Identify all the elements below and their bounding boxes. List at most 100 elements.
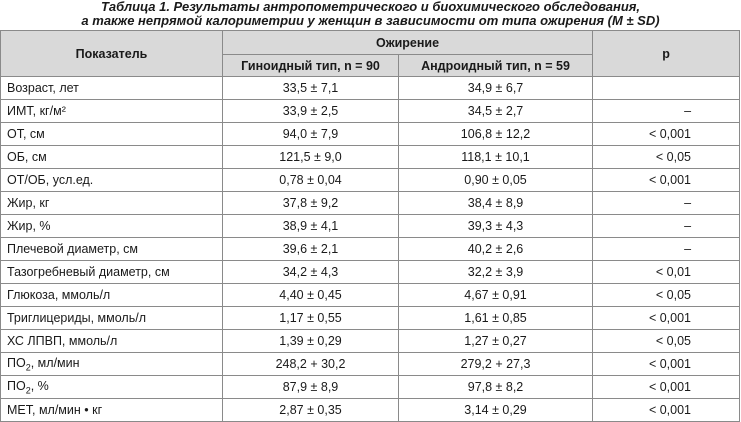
indicator-subscript: 2 <box>25 385 31 396</box>
gynoid-value: 1,17 ± 0,55 <box>222 306 399 330</box>
gynoid-value: 34,2 ± 4,3 <box>222 260 399 284</box>
gynoid-value: 38,9 ± 4,1 <box>222 214 399 238</box>
row-indicator: ПО2, % <box>0 375 223 399</box>
p-value: < 0,001 <box>592 375 741 399</box>
p-value: < 0,05 <box>592 329 741 353</box>
row-indicator: Плечевой диаметр, см <box>0 237 223 261</box>
p-value: < 0,001 <box>592 398 741 422</box>
indicator-text: МЕТ, мл/мин • кг <box>7 403 103 417</box>
gynoid-value: 121,5 ± 9,0 <box>222 145 399 169</box>
indicator-unit: , % <box>30 378 49 393</box>
gynoid-value: 33,9 ± 2,5 <box>222 99 399 123</box>
row-indicator: ОТ, см <box>0 122 223 146</box>
android-value: 38,4 ± 8,9 <box>397 191 594 215</box>
p-value <box>592 76 741 100</box>
p-value: < 0,001 <box>592 306 741 330</box>
caption-line-1: Таблица 1. Результаты антропометрическог… <box>100 0 641 14</box>
p-value: – <box>592 191 741 215</box>
table-row: Плечевой диаметр, см 39,6 ± 2,1 40,2 ± 2,6… <box>0 237 741 261</box>
indicator-text: ПО <box>7 355 26 370</box>
header-obesity: Ожирение <box>221 30 594 55</box>
p-value: < 0,05 <box>592 283 741 307</box>
gynoid-value: 39,6 ± 2,1 <box>222 237 399 261</box>
table-row: ХС ЛПВП, ммоль/л 1,39 ± 0,29 1,27 ± 0,27 < … <box>0 329 741 353</box>
header-gynoid: Гиноидный тип, n = 90 <box>222 54 399 77</box>
table-row: ПО2, % 87,9 ± 8,9 97,8 ± 8,2 < 0,001 <box>0 375 741 399</box>
caption-line-2: а также непрямой калориметрии у женщин в… <box>81 13 660 28</box>
p-value: < 0,001 <box>592 352 741 376</box>
p-value: < 0,001 <box>592 122 741 146</box>
android-value: 1,61 ± 0,85 <box>397 306 594 330</box>
results-table: Показатель Ожирение р Гиноидный тип, n =… <box>0 30 741 422</box>
table-row: ОБ, см 121,5 ± 9,0 118,1 ± 10,1 < 0,05 <box>0 145 741 169</box>
indicator-text: ХС ЛПВП, ммоль/л <box>7 334 118 348</box>
header-p: р <box>592 30 741 77</box>
android-value: 106,8 ± 12,2 <box>397 122 594 146</box>
table-row: Жир, кг 37,8 ± 9,2 38,4 ± 8,9– <box>0 191 741 215</box>
android-value: 32,2 ± 3,9 <box>397 260 594 284</box>
indicator-text: Глюкоза, ммоль/л <box>7 288 111 302</box>
android-value: 0,90 ± 0,05 <box>397 168 594 192</box>
indicator-text: ПО <box>7 378 26 393</box>
table-row: ИМТ, кг/м² 33,9 ± 2,5 34,5 ± 2,7– <box>0 99 741 123</box>
indicator-unit: , мл/мин <box>30 355 80 370</box>
row-indicator: ОТ/ОБ, усл.ед. <box>0 168 223 192</box>
gynoid-value: 248,2 + 30,2 <box>222 352 399 376</box>
android-value: 34,9 ± 6,7 <box>397 76 594 100</box>
gynoid-value: 94,0 ± 7,9 <box>222 122 399 146</box>
table-row: ОТ/ОБ, усл.ед. 0,78 ± 0,04 0,90 ± 0,05 < 0,… <box>0 168 741 192</box>
indicator-text: Плечевой диаметр, см <box>7 242 139 256</box>
table-row: ПО2, мл/мин 248,2 + 30,2 279,2 + 27,3 < 0,0… <box>0 352 741 376</box>
row-indicator: Возраст, лет <box>0 76 223 100</box>
table-row: Триглицериды, ммоль/л 1,17 ± 0,55 1,61 ± 0… <box>0 306 741 330</box>
indicator-text: Тазогребневый диаметр, см <box>7 265 170 279</box>
gynoid-value: 1,39 ± 0,29 <box>222 329 399 353</box>
row-indicator: ОБ, см <box>0 145 223 169</box>
indicator-text: Возраст, лет <box>7 81 79 95</box>
row-indicator: МЕТ, мл/мин • кг <box>0 398 223 422</box>
indicator-text: ИМТ, кг/м² <box>7 104 66 118</box>
android-value: 1,27 ± 0,27 <box>397 329 594 353</box>
row-indicator: ХС ЛПВП, ммоль/л <box>0 329 223 353</box>
table-row: ОТ, см 94,0 ± 7,9 106,8 ± 12,2 < 0,001 <box>0 122 741 146</box>
header-indicator: Показатель <box>0 30 223 77</box>
indicator-text: ОТ/ОБ, усл.ед. <box>7 173 94 187</box>
indicator-text: Жир, % <box>7 219 51 233</box>
table-row: Глюкоза, ммоль/л 4,40 ± 0,45 4,67 ± 0,91 < … <box>0 283 741 307</box>
p-value: < 0,001 <box>592 168 741 192</box>
gynoid-value: 87,9 ± 8,9 <box>222 375 399 399</box>
table-caption: Таблица 1. Результаты антропометрическог… <box>0 0 741 28</box>
gynoid-value: 4,40 ± 0,45 <box>222 283 399 307</box>
gynoid-value: 2,87 ± 0,35 <box>222 398 399 422</box>
row-indicator: Жир, % <box>0 214 223 238</box>
android-value: 97,8 ± 8,2 <box>397 375 594 399</box>
table-row: Жир, % 38,9 ± 4,1 39,3 ± 4,3– <box>0 214 741 238</box>
android-value: 118,1 ± 10,1 <box>397 145 594 169</box>
android-value: 279,2 + 27,3 <box>397 352 594 376</box>
table-row: Тазогребневый диаметр, см 34,2 ± 4,3 32,2 … <box>0 260 741 284</box>
android-value: 39,3 ± 4,3 <box>397 214 594 238</box>
android-value: 4,67 ± 0,91 <box>397 283 594 307</box>
p-value: < 0,01 <box>592 260 741 284</box>
android-value: 40,2 ± 2,6 <box>397 237 594 261</box>
p-value: – <box>592 99 741 123</box>
table-row: МЕТ, мл/мин • кг 2,87 ± 0,35 3,14 ± 0,29 < … <box>0 398 741 422</box>
header-row-2: Гиноидный тип, n = 90 Андроидный тип, n … <box>1 54 740 77</box>
indicator-text: ОБ, см <box>7 150 47 164</box>
gynoid-value: 37,8 ± 9,2 <box>222 191 399 215</box>
indicator-text: Жир, кг <box>7 196 50 210</box>
row-indicator: ПО2, мл/мин <box>0 352 223 376</box>
p-value: < 0,05 <box>592 145 741 169</box>
table-body: Возраст, лет 33,5 ± 7,1 34,9 ± 6,7 ИМТ, кг/… <box>0 76 741 422</box>
gynoid-value: 33,5 ± 7,1 <box>222 76 399 100</box>
row-indicator: ИМТ, кг/м² <box>0 99 223 123</box>
row-indicator: Глюкоза, ммоль/л <box>0 283 223 307</box>
indicator-text: ОТ, см <box>7 127 45 141</box>
p-value: – <box>592 214 741 238</box>
indicator-subscript: 2 <box>25 362 31 373</box>
android-value: 34,5 ± 2,7 <box>397 99 594 123</box>
gynoid-value: 0,78 ± 0,04 <box>222 168 399 192</box>
table-row: Возраст, лет 33,5 ± 7,1 34,9 ± 6,7 <box>0 76 741 100</box>
header-android: Андроидный тип, n = 59 <box>397 54 594 77</box>
header-row-1: Показатель Ожирение р <box>0 30 741 77</box>
